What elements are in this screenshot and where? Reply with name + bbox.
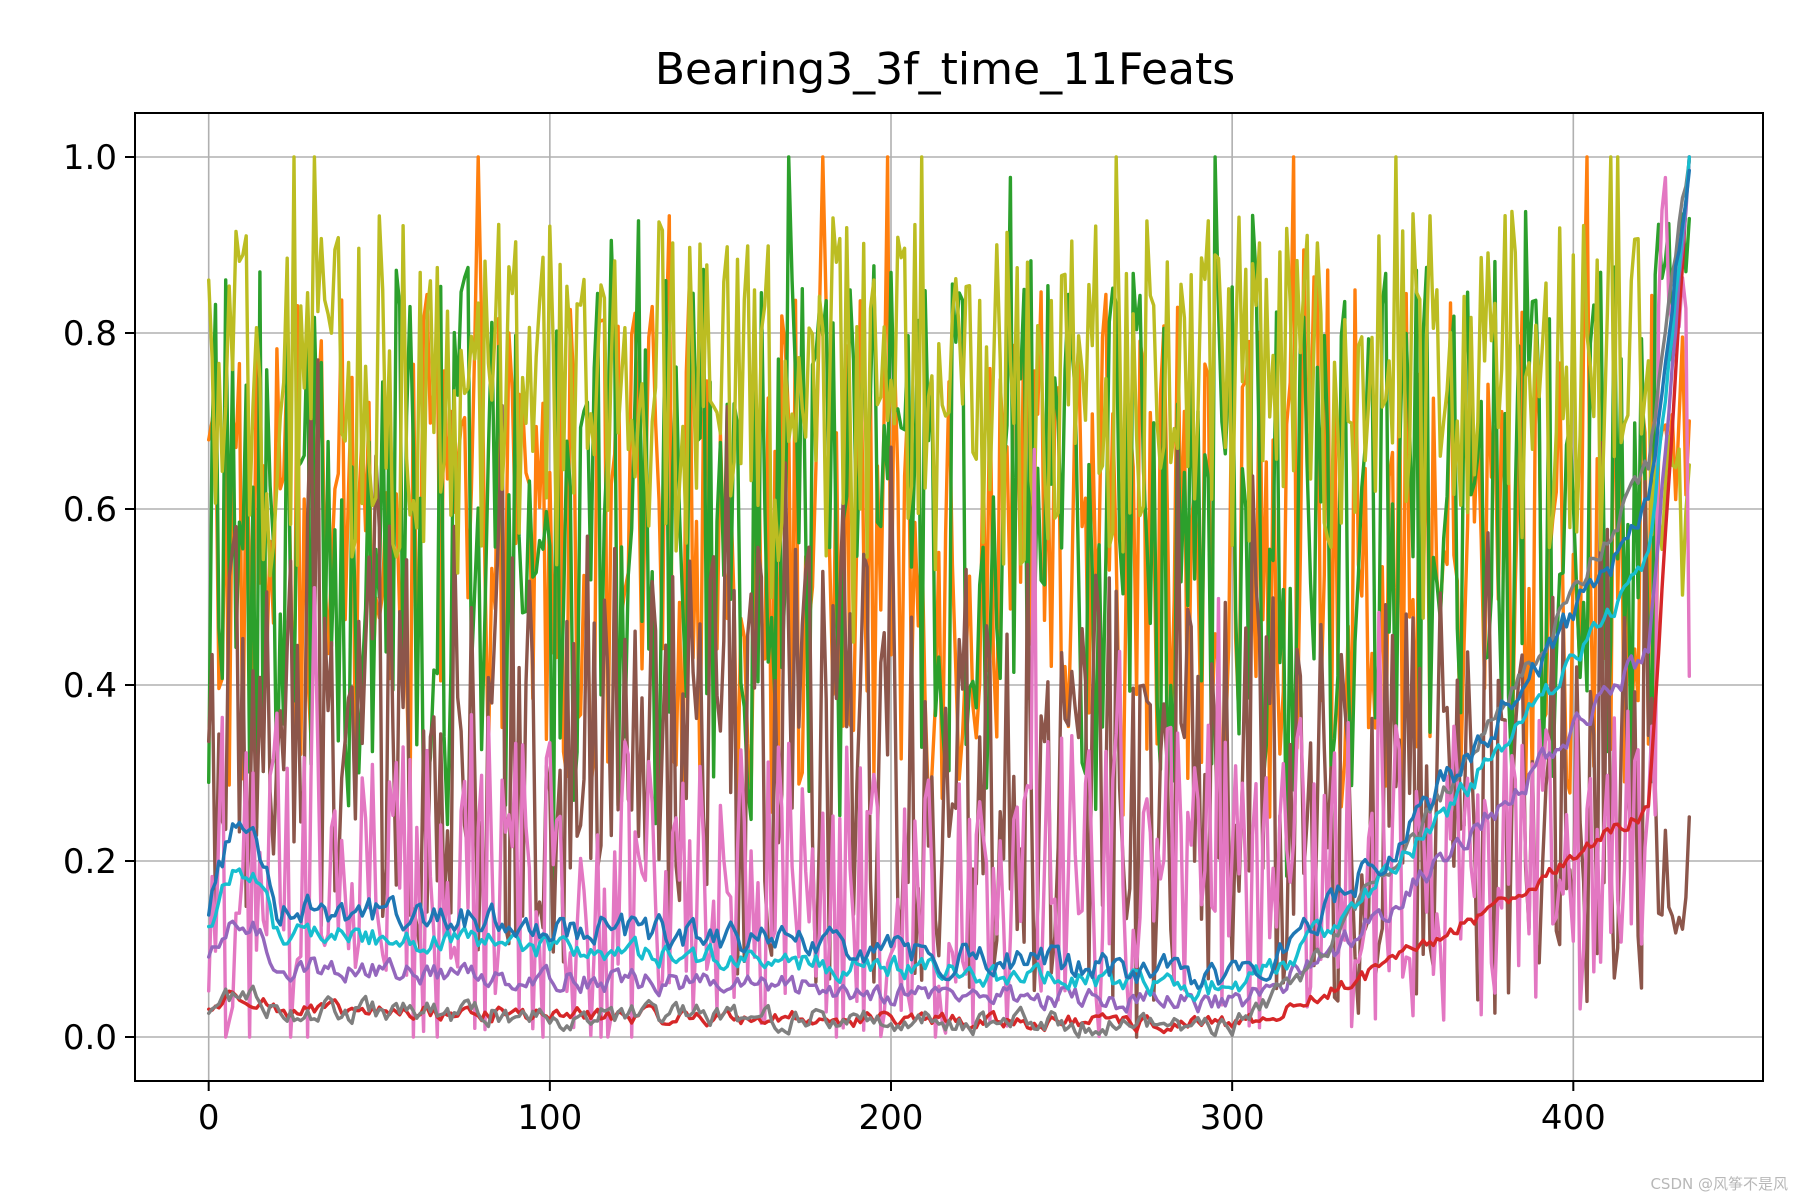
y-axis: 0.0 0.2 0.4 0.6 0.8 1.0 bbox=[63, 138, 135, 1058]
y-tick-label: 0.6 bbox=[63, 490, 117, 530]
series-line-feat_5_pink bbox=[206, 175, 1692, 1039]
series-line-feat_3_brown bbox=[206, 358, 1692, 1039]
watermark: CSDN @风筝不是风 bbox=[1650, 1175, 1788, 1193]
y-tick-label: 0.8 bbox=[63, 314, 117, 354]
plot-frame bbox=[134, 112, 1764, 1082]
series-line-feat_2_green bbox=[206, 155, 1692, 889]
y-tick-label: 0.0 bbox=[63, 1018, 117, 1058]
y-tick-label: 0.4 bbox=[63, 666, 117, 706]
x-tick-label: 0 bbox=[198, 1098, 220, 1138]
x-axis: 0 100 200 300 400 bbox=[198, 1081, 1606, 1138]
series-line-feat_8_gray bbox=[206, 158, 1692, 1039]
y-tick-label: 1.0 bbox=[63, 138, 117, 178]
x-tick-label: 400 bbox=[1541, 1098, 1606, 1138]
series-line-feat_7_purple bbox=[206, 155, 1692, 1014]
x-tick-label: 200 bbox=[859, 1098, 924, 1138]
series-group bbox=[206, 155, 1692, 1039]
y-tick-label: 0.2 bbox=[63, 842, 117, 882]
series-line-feat_4_olive bbox=[206, 155, 1692, 644]
chart-title: Bearing3_3f_time_11Feats bbox=[655, 44, 1235, 95]
series-line-feat_10_blue bbox=[206, 168, 1692, 990]
x-tick-label: 300 bbox=[1200, 1098, 1265, 1138]
series-line-feat_9_cyan bbox=[206, 155, 1692, 1003]
x-tick-label: 100 bbox=[517, 1098, 582, 1138]
